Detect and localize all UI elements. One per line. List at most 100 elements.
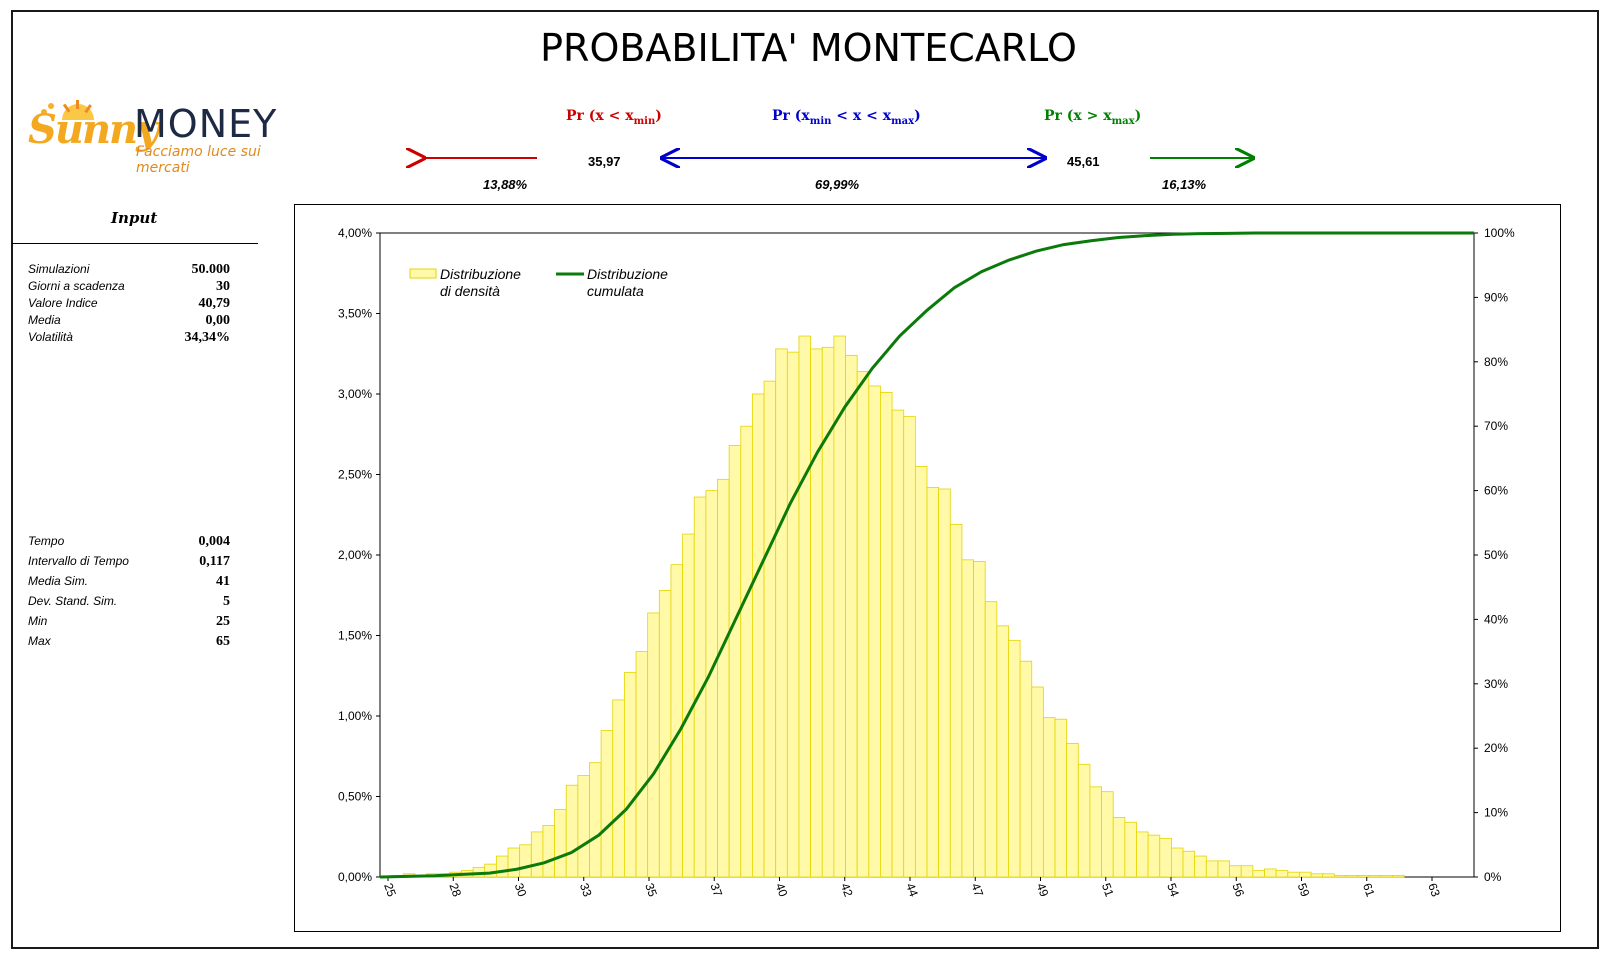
density-bar [810,348,823,878]
x-tick-label: 33 [577,881,595,899]
xmin-value: 35,97 [588,154,621,169]
param-label: Min [28,614,48,628]
density-bar [786,351,800,878]
density-bar [589,762,602,878]
pr-right-text: Pr (x > x [1044,108,1112,124]
density-bar [1066,742,1079,878]
y-left-tick-label: 3,00% [338,387,372,401]
density-bar [845,354,858,878]
density-bar [1345,874,1359,878]
logo-tagline: Facciamo luce sui mercati [136,144,261,176]
logo-money-text: MONEY [134,102,278,146]
page-title: PROBABILITA' MONTECARLO [540,26,1077,70]
param-row: Giorni a scadenza 30 [28,279,230,294]
x-tick-label: 54 [1164,881,1182,899]
param-row: Intervallo di Tempo 0,117 [28,554,230,569]
param-label: Media [28,313,61,327]
pr-mid-text-a: Pr (x [772,108,810,124]
param-label: Simulazioni [28,262,90,276]
density-bar [658,590,672,878]
y-left-tick-label: 4,00% [338,226,372,240]
y-right-tick-label: 90% [1484,290,1508,304]
sun-icon [41,100,94,120]
density-bar [752,393,765,878]
density-bar [798,335,812,878]
density-bar [1322,873,1335,878]
pr-right-close: ) [1134,108,1142,124]
density-bar [938,488,951,878]
x-tick-label: 49 [1034,881,1052,899]
density-bar [984,601,998,878]
density-bar [1368,874,1382,878]
x-tick-label: 25 [381,881,399,899]
x-tick-label: 61 [1360,881,1378,899]
legend-density-line2: di densità [440,283,500,299]
density-bar [1229,865,1242,878]
pr-mid-sub-b: max [891,115,915,127]
density-bar [1182,850,1196,878]
param-value: 30 [216,279,230,294]
pr-left-text: Pr (x < x [566,108,634,124]
density-bar [1101,791,1114,878]
param-row: Volatilità 34,34% [28,330,231,345]
input-divider [12,243,258,244]
pr-between-label: Pr (xmin < x < xmax) [772,108,921,127]
param-row: Tempo 0,004 [28,534,231,549]
density-bar [1171,847,1184,878]
pr-between-value: 69,99% [815,177,860,192]
density-bar [507,847,521,878]
param-value: 0,00 [205,313,231,328]
y-right-tick-label: 50% [1484,548,1508,562]
legend-density-line1: Distribuzione [440,266,521,282]
param-label: Tempo [28,534,65,548]
density-bar [1299,871,1312,878]
param-row: Media Sim. 41 [28,574,230,589]
density-bar [1042,717,1056,878]
pr-right-sub: max [1111,115,1135,127]
y-left-tick-label: 2,50% [338,468,372,482]
density-bar [530,831,544,878]
density-bar [1124,821,1137,878]
density-bar [1275,870,1289,878]
density-bar [717,478,730,878]
density-bar [1217,860,1230,878]
density-bar [775,348,788,878]
y-left-tick-label: 0,50% [338,790,372,804]
density-bar [1031,686,1044,878]
density-bar [1357,874,1370,878]
param-label: Valore Indice [28,296,98,310]
x-tick-label: 30 [512,881,530,899]
param-value: 0,117 [199,554,230,569]
density-bar [542,825,555,878]
pr-right-value: 16,13% [1162,177,1207,192]
density-bar [1136,831,1149,878]
density-bar [705,490,718,878]
pr-mid-close: ) [914,108,921,124]
param-value: 34,34% [184,330,231,345]
density-bar [1310,873,1324,878]
density-bar [1264,868,1277,878]
pr-mid-text-b: < x < x [831,108,892,124]
legend-density-swatch [409,268,437,279]
density-bar [635,651,649,878]
density-bar [926,486,940,878]
chart-frame [294,204,1561,932]
param-label: Max [28,634,51,648]
param-label: Volatilità [28,330,73,344]
param-value: 0,004 [198,534,231,549]
density-bar [996,625,1009,878]
density-bar [1333,874,1347,878]
y-right-tick-label: 40% [1484,612,1508,626]
param-value: 5 [223,594,230,609]
x-tick-label: 40 [773,881,791,899]
density-bar [1380,874,1393,878]
param-label: Dev. Stand. Sim. [28,594,118,608]
density-bar [903,416,916,878]
density-bar [728,445,742,878]
param-row: Min 25 [28,614,230,629]
pr-left-value: 13,88% [483,177,528,192]
y-left-tick-label: 1,50% [338,629,372,643]
x-tick-label: 37 [707,881,725,899]
x-tick-label: 42 [838,881,856,899]
density-bar [740,425,753,878]
